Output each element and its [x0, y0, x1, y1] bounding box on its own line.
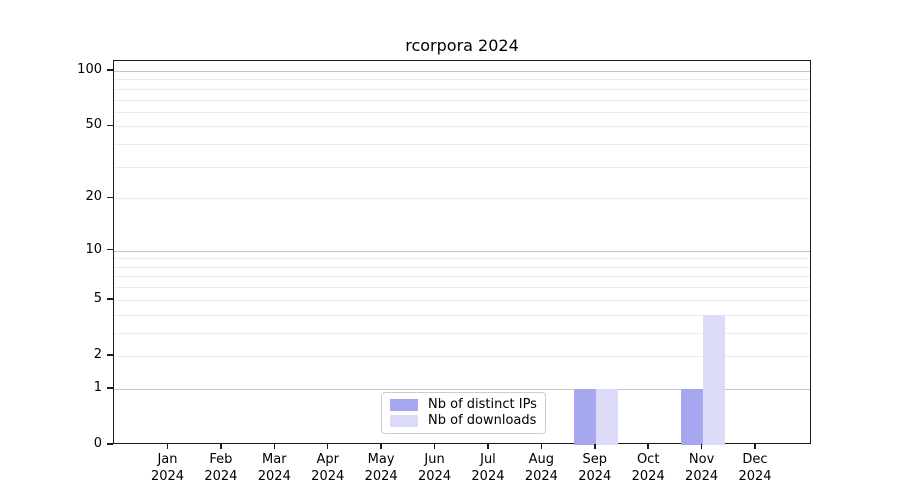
x-tick-mark-jan	[166, 444, 169, 449]
y-tick-label-100: 100	[77, 62, 102, 77]
y-tick-mark-10	[107, 248, 113, 251]
plot-area: Nb of distinct IPs Nb of downloads	[113, 60, 811, 445]
x-tick-mark-oct	[647, 444, 649, 449]
x-tick-mark-may	[380, 444, 382, 449]
gridline-minor-80	[114, 88, 810, 90]
gridline-minor-20	[114, 198, 810, 200]
y-tick-label-2: 2	[93, 346, 102, 362]
gridline-minor-60	[114, 111, 810, 113]
gridline-minor-9	[114, 258, 810, 260]
y-tick-label-0: 0	[93, 436, 102, 451]
x-tick-label-jan: Jan 2024	[150, 452, 185, 484]
x-tick-label-nov: Nov 2024	[685, 452, 719, 484]
gridline-major-10	[114, 250, 810, 252]
y-tick-label-50: 50	[85, 117, 102, 133]
x-tick-mark-jul	[487, 444, 489, 449]
x-tick-label-sep: Sep 2024	[578, 452, 612, 484]
x-tick-label-may: May 2024	[364, 452, 398, 484]
gridline-minor-70	[114, 99, 810, 101]
x-tick-label-jun: Jun 2024	[418, 452, 452, 484]
bar-nov-distinct-ips	[680, 388, 703, 445]
gridline-minor-4	[114, 314, 810, 316]
x-tick-mark-dec	[754, 444, 756, 449]
y-tick-mark-0	[107, 443, 113, 445]
legend-item-downloads: Nb of downloads	[390, 413, 537, 429]
y-tick-mark-1	[107, 387, 113, 389]
x-tick-label-oct: Oct 2024	[631, 452, 665, 484]
y-tick-mark-20	[107, 196, 113, 199]
y-tick-mark-5	[107, 298, 113, 300]
x-tick-mark-aug	[540, 444, 543, 449]
x-tick-label-mar: Mar 2024	[257, 452, 291, 484]
gridline-minor-8	[114, 266, 810, 268]
y-tick-mark-50	[107, 124, 113, 127]
x-tick-mark-feb	[220, 444, 222, 449]
x-tick-label-aug: Aug 2024	[524, 452, 558, 484]
y-tick-mark-100	[107, 69, 113, 71]
legend-swatch-distinct-ips	[390, 399, 418, 411]
x-tick-mark-mar	[273, 444, 276, 449]
gridline-minor-50	[114, 126, 810, 128]
bar-sep-distinct-ips	[573, 388, 596, 445]
x-tick-mark-nov	[700, 444, 703, 449]
x-tick-mark-apr	[326, 444, 329, 449]
gridline-minor-7	[114, 276, 810, 278]
gridline-major-1	[114, 388, 810, 390]
y-tick-label-1: 1	[93, 379, 102, 395]
legend-swatch-downloads	[390, 415, 418, 427]
y-tick-label-20: 20	[85, 189, 102, 205]
gridline-major-100	[114, 71, 810, 72]
y-tick-label-5: 5	[93, 290, 102, 306]
gridline-minor-6	[114, 287, 810, 289]
x-tick-mark-sep	[594, 444, 596, 449]
gridline-minor-40	[114, 144, 810, 146]
gridline-minor-90	[114, 79, 810, 81]
x-tick-label-dec: Dec 2024	[738, 452, 772, 484]
x-tick-label-apr: Apr 2024	[311, 452, 345, 484]
legend-item-distinct-ips: Nb of distinct IPs	[390, 397, 537, 413]
gridline-minor-2	[114, 355, 810, 357]
legend: Nb of distinct IPs Nb of downloads	[381, 392, 546, 434]
x-tick-label-jul: Jul 2024	[471, 452, 505, 484]
gridline-minor-3	[114, 332, 810, 334]
legend-label-distinct-ips: Nb of distinct IPs	[428, 397, 537, 412]
bar-sep-downloads	[595, 388, 618, 445]
x-tick-mark-jun	[433, 444, 436, 449]
y-tick-label-10: 10	[85, 241, 102, 257]
y-tick-mark-2	[107, 354, 113, 356]
legend-label-downloads: Nb of downloads	[428, 413, 537, 428]
x-tick-label-feb: Feb 2024	[204, 452, 238, 484]
gridline-minor-30	[114, 166, 810, 168]
gridline-minor-5	[114, 299, 810, 301]
bar-nov-downloads	[702, 314, 725, 445]
chart-title: rcorpora 2024	[405, 36, 519, 55]
